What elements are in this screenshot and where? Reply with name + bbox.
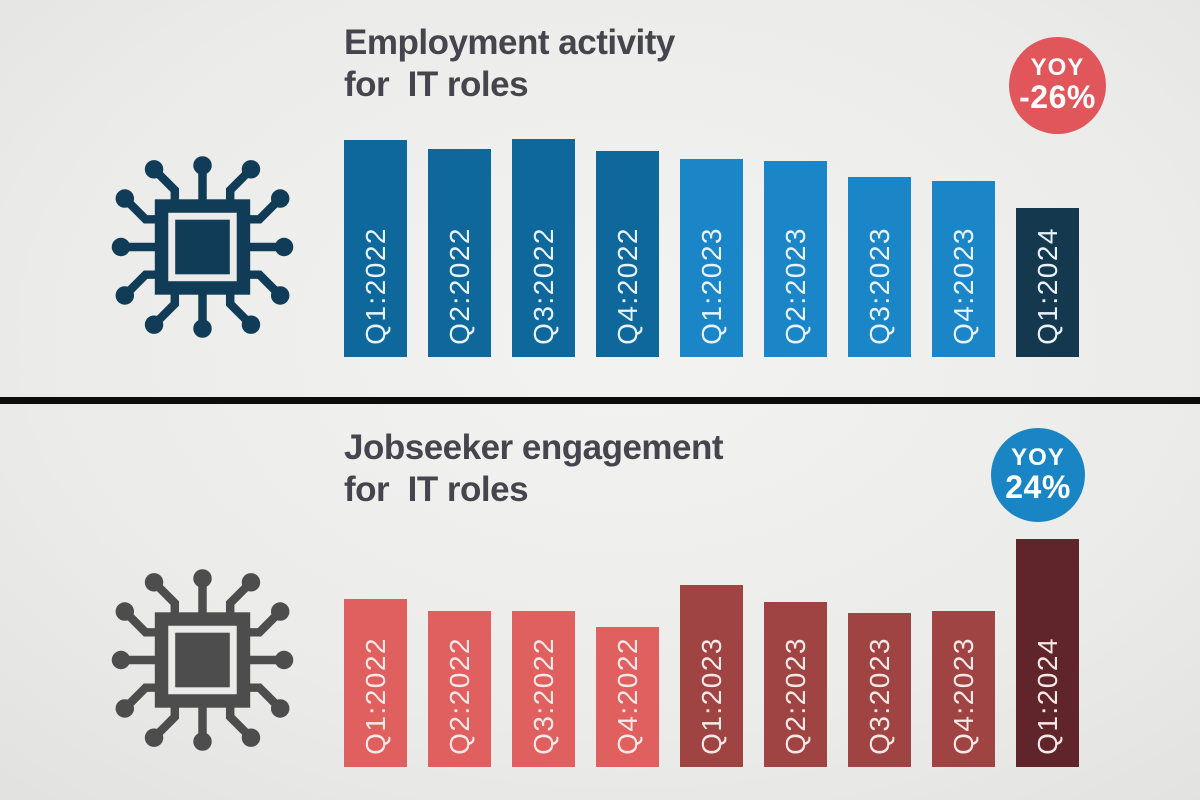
bar-label: Q4:2023 <box>947 637 979 755</box>
bar-label: Q1:2023 <box>695 227 727 345</box>
bar-label: Q1:2022 <box>359 637 391 755</box>
bar: Q1:2024 <box>1016 539 1079 767</box>
bar: Q1:2022 <box>344 140 407 357</box>
bar: Q4:2023 <box>932 181 995 357</box>
bar: Q3:2023 <box>848 613 911 767</box>
bar-label: Q1:2024 <box>1031 227 1063 345</box>
bar-label: Q4:2023 <box>947 227 979 345</box>
yoy-badge-label: YOY <box>1030 54 1085 82</box>
panel-divider <box>0 397 1200 404</box>
bar-label: Q2:2023 <box>779 227 811 345</box>
bar: Q2:2023 <box>764 602 827 767</box>
yoy-badge-value: 24% <box>1005 468 1071 505</box>
bar-label: Q1:2024 <box>1031 637 1063 755</box>
bar-label: Q2:2022 <box>443 227 475 345</box>
chart-panel: Jobseeker engagement for IT roles YOY 24… <box>0 405 1200 800</box>
bar-label: Q3:2023 <box>863 227 895 345</box>
chart-title-line1: Employment activity <box>344 23 675 62</box>
bar-label: Q3:2022 <box>527 227 559 345</box>
chart-panel: Employment activity for IT roles YOY -26… <box>0 0 1200 398</box>
bar-group: Q1:2022 Q2:2022 Q3:2022 Q4:2022 Q1:2023 Q2:20… <box>344 139 1079 357</box>
bar: Q2:2022 <box>428 149 491 357</box>
chart-title-line2: for IT roles <box>344 65 529 104</box>
microchip-icon <box>111 569 294 751</box>
microchip-icon <box>111 156 294 338</box>
bar: Q4:2023 <box>932 611 995 767</box>
chart-title-line1: Jobseeker engagement <box>344 428 724 467</box>
bar: Q2:2023 <box>764 161 827 357</box>
bar: Q1:2024 <box>1016 208 1079 357</box>
bar-label: Q2:2023 <box>779 637 811 755</box>
chart-title-line2: for IT roles <box>344 470 529 509</box>
bar-label: Q1:2023 <box>695 637 727 755</box>
bar: Q2:2022 <box>428 611 491 767</box>
bar-label: Q3:2023 <box>863 637 895 755</box>
chart-title: Jobseeker engagement for IT roles <box>344 427 724 511</box>
chart-title: Employment activity for IT roles <box>344 22 675 106</box>
bar: Q1:2023 <box>680 585 743 767</box>
yoy-badge-label: YOY <box>1011 443 1065 471</box>
bar-group: Q1:2022 Q2:2022 Q3:2022 Q4:2022 Q1:2023 Q2:20… <box>344 539 1079 767</box>
bar-label: Q1:2022 <box>359 227 391 345</box>
bar-label: Q4:2022 <box>611 227 643 345</box>
bar: Q1:2022 <box>344 599 407 767</box>
bar-label: Q4:2022 <box>611 637 643 755</box>
yoy-badge-value: -26% <box>1019 79 1096 116</box>
bar: Q1:2023 <box>680 159 743 357</box>
bar: Q3:2023 <box>848 177 911 357</box>
bar: Q3:2022 <box>512 139 575 357</box>
bar: Q4:2022 <box>596 627 659 767</box>
bar-label: Q2:2022 <box>443 637 475 755</box>
yoy-badge: YOY -26% <box>1009 37 1106 134</box>
bar: Q3:2022 <box>512 611 575 767</box>
bar: Q4:2022 <box>596 151 659 357</box>
bar-label: Q3:2022 <box>527 637 559 755</box>
yoy-badge: YOY 24% <box>991 428 1085 522</box>
